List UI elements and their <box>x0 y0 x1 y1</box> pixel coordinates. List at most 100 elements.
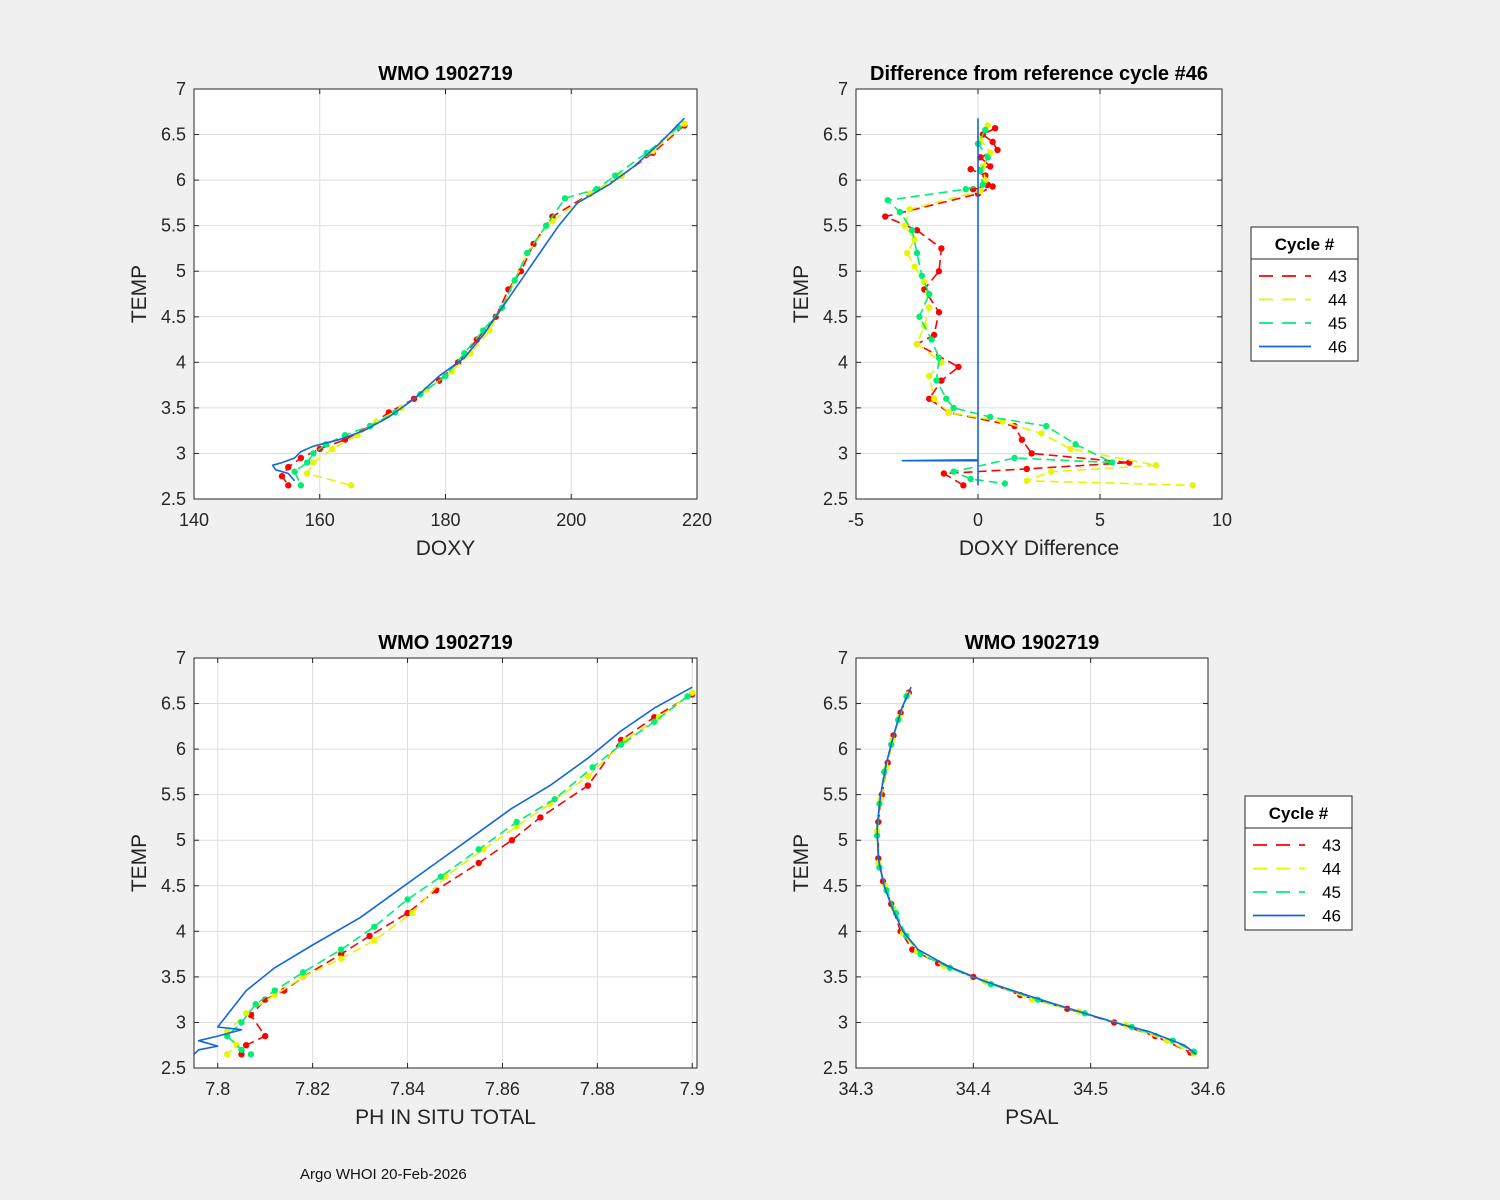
x-tick-label: 7.82 <box>295 1079 330 1099</box>
y-tick-label: 4.5 <box>161 876 186 896</box>
y-tick-label: 3.5 <box>823 398 848 418</box>
data-point-45 <box>297 482 305 489</box>
chart-diff: -5 0 5 10 2.5 3 3.5 4 4.5 5 5.5 6 6.5 7 Difference fro… <box>790 63 1359 560</box>
data-point-44 <box>584 773 592 780</box>
data-point-43 <box>337 950 345 958</box>
data-point-45 <box>1109 459 1116 466</box>
y-tick-label: 5.5 <box>161 785 186 805</box>
data-point-44 <box>337 955 345 962</box>
data-point-45 <box>884 196 891 204</box>
data-point-45 <box>1001 480 1009 487</box>
y-axis-label: TEMP <box>128 834 151 892</box>
data-point-43 <box>926 395 933 402</box>
y-tick-label: 6.5 <box>161 125 186 145</box>
x-tick-label: 160 <box>305 510 335 530</box>
y-tick-label: 7 <box>838 648 848 668</box>
legend-label-43: 43 <box>1322 836 1341 855</box>
y-tick-label: 3.5 <box>161 398 186 418</box>
chart-title: Difference from reference cycle #46 <box>870 63 1208 85</box>
data-point-45 <box>967 475 974 483</box>
y-tick-label: 6.5 <box>823 694 848 714</box>
y-tick-label: 6 <box>176 170 186 190</box>
data-point-45 <box>612 172 619 179</box>
data-point-44 <box>303 470 311 477</box>
data-point-43 <box>238 1051 245 1058</box>
x-tick-label: 180 <box>430 510 460 530</box>
data-point-43 <box>475 859 482 867</box>
data-point-44 <box>409 909 416 917</box>
data-point-43 <box>935 309 943 316</box>
data-point-45 <box>310 450 317 457</box>
data-point-44 <box>1189 482 1196 489</box>
data-point-43 <box>991 124 999 132</box>
y-tick-label: 5 <box>176 261 186 281</box>
y-tick-label: 5.5 <box>823 216 848 236</box>
data-point-43 <box>989 183 996 190</box>
series-group <box>194 686 696 1058</box>
y-tick-label: 2.5 <box>161 489 186 509</box>
y-tick-label: 4.5 <box>823 876 848 896</box>
y-tick-label: 7 <box>176 79 186 99</box>
data-point-45 <box>542 222 550 229</box>
legend-label-44: 44 <box>1328 291 1347 310</box>
data-point-45 <box>651 718 658 725</box>
data-point-43 <box>404 909 411 917</box>
data-point-45 <box>928 336 935 343</box>
x-tick-label: 0 <box>973 510 983 530</box>
chart-title: WMO 1902719 <box>378 632 513 654</box>
axes-box <box>193 657 698 1069</box>
series-line-43 <box>240 693 693 1055</box>
data-point-44 <box>1023 477 1030 484</box>
x-tick-label: 34.6 <box>1190 1079 1225 1099</box>
chart-title: WMO 1902719 <box>378 63 513 85</box>
x-tick-label: 34.3 <box>838 1079 873 1099</box>
data-point-43 <box>1028 450 1035 457</box>
series-group <box>882 118 1196 489</box>
data-point-45 <box>617 741 625 748</box>
data-point-45 <box>926 290 933 298</box>
data-point-44 <box>329 445 336 453</box>
data-point-43 <box>261 1032 269 1040</box>
legend: Cycle # 43 44 45 46 <box>1250 226 1359 362</box>
y-tick-label: 2.5 <box>823 489 848 509</box>
data-point-44 <box>1048 468 1055 475</box>
x-axis-label: DOXY <box>416 537 476 560</box>
data-point-44 <box>977 187 984 195</box>
data-point-43 <box>1023 465 1030 473</box>
data-point-45 <box>950 468 957 475</box>
y-tick-label: 3 <box>176 1012 186 1032</box>
y-axis-label: TEMP <box>128 265 151 323</box>
data-point-45 <box>247 1051 255 1058</box>
legend: Cycle # 43 44 45 46 <box>1244 795 1353 931</box>
data-point-44 <box>299 973 307 981</box>
y-tick-label: 4 <box>838 352 848 372</box>
data-point-43 <box>960 482 967 489</box>
data-point-43 <box>242 1042 250 1049</box>
data-point-43 <box>584 782 592 789</box>
plot-area <box>194 658 697 1068</box>
series-group <box>271 117 688 489</box>
data-point-43 <box>508 837 516 844</box>
data-point-43 <box>955 363 962 371</box>
data-point-44 <box>224 1051 231 1058</box>
data-point-45 <box>437 873 444 880</box>
y-tick-label: 3.5 <box>823 967 848 987</box>
y-tick-label: 7 <box>176 648 186 668</box>
y-tick-label: 6 <box>838 739 848 759</box>
series-line-45 <box>293 126 679 486</box>
x-tick-label: 7.86 <box>485 1079 520 1099</box>
data-point-44 <box>310 459 317 466</box>
y-axis-label: TEMP <box>790 265 813 323</box>
data-point-44 <box>1152 462 1160 469</box>
legend-title: Cycle # <box>1275 235 1335 254</box>
data-point-44 <box>926 372 933 380</box>
plot-area <box>856 89 1222 499</box>
data-point-45 <box>908 227 916 234</box>
data-point-43 <box>977 154 984 161</box>
data-point-43 <box>994 146 1001 154</box>
data-point-44 <box>911 263 918 270</box>
y-axis-label: TEMP <box>790 834 813 892</box>
data-point-45 <box>524 249 531 257</box>
series-line-43 <box>281 124 685 486</box>
data-point-43 <box>617 736 625 744</box>
